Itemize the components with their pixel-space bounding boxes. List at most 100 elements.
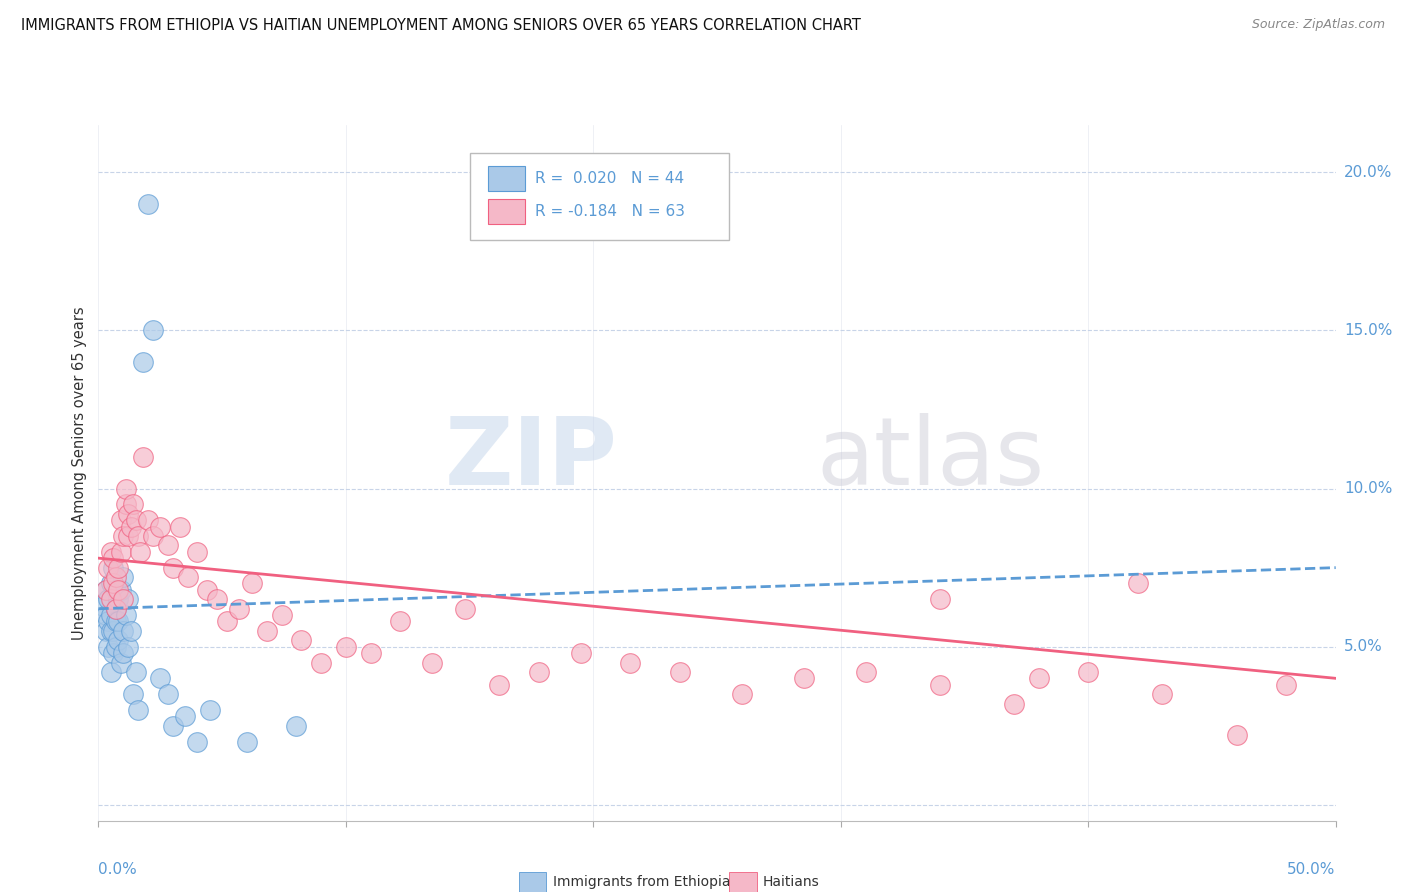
Point	[136, 197, 159, 211]
Point	[100, 545, 122, 559]
Point	[422, 656, 444, 670]
Point	[132, 450, 155, 464]
Text: R = -0.184   N = 63: R = -0.184 N = 63	[536, 203, 685, 219]
Point	[309, 656, 332, 670]
Y-axis label: Unemployment Among Seniors over 65 years: Unemployment Among Seniors over 65 years	[72, 306, 87, 640]
Text: 0.0%: 0.0%	[98, 863, 138, 878]
Bar	[730, 872, 756, 892]
Point	[122, 497, 145, 511]
Point	[97, 592, 120, 607]
Text: Source: ZipAtlas.com: Source: ZipAtlas.com	[1251, 18, 1385, 31]
Point	[228, 601, 250, 615]
Point	[100, 624, 122, 638]
Point	[94, 624, 117, 638]
Point	[97, 640, 120, 654]
Point	[112, 624, 135, 638]
Point	[205, 592, 228, 607]
Text: 20.0%: 20.0%	[1344, 165, 1392, 180]
Point	[93, 599, 115, 613]
Point	[103, 551, 125, 566]
Point	[97, 615, 120, 629]
Point	[256, 624, 278, 638]
Point	[103, 560, 125, 574]
Point	[122, 687, 145, 701]
Point	[129, 545, 152, 559]
Point	[114, 482, 136, 496]
Point	[104, 601, 127, 615]
Point	[162, 719, 184, 733]
Point	[100, 592, 122, 607]
Point	[112, 646, 135, 660]
Point	[112, 529, 135, 543]
Text: 5.0%: 5.0%	[1344, 640, 1382, 654]
Point	[1077, 665, 1099, 679]
Point	[107, 560, 129, 574]
Text: atlas: atlas	[815, 413, 1045, 505]
Point	[928, 592, 950, 607]
Point	[107, 582, 129, 597]
Point	[389, 615, 412, 629]
Point	[97, 560, 120, 574]
Point	[156, 687, 179, 701]
Point	[107, 615, 129, 629]
Point	[195, 582, 218, 597]
Point	[240, 576, 263, 591]
Text: 50.0%: 50.0%	[1288, 863, 1336, 878]
Point	[198, 703, 221, 717]
Point	[117, 507, 139, 521]
Point	[928, 678, 950, 692]
Point	[1002, 697, 1025, 711]
Point	[1152, 687, 1174, 701]
Point	[104, 582, 127, 597]
Text: 15.0%: 15.0%	[1344, 323, 1392, 338]
Point	[94, 582, 117, 597]
Point	[174, 709, 197, 723]
Point	[527, 665, 550, 679]
Point	[104, 615, 127, 629]
Point	[1028, 671, 1050, 685]
Point	[186, 734, 208, 748]
Point	[124, 513, 146, 527]
Point	[103, 646, 125, 660]
Point	[104, 601, 127, 615]
Point	[360, 646, 382, 660]
Text: IMMIGRANTS FROM ETHIOPIA VS HAITIAN UNEMPLOYMENT AMONG SENIORS OVER 65 YEARS COR: IMMIGRANTS FROM ETHIOPIA VS HAITIAN UNEM…	[21, 18, 860, 33]
Point	[217, 615, 239, 629]
Point	[142, 529, 165, 543]
Point	[569, 646, 592, 660]
Point	[236, 734, 259, 748]
Point	[117, 592, 139, 607]
Point	[117, 640, 139, 654]
Point	[855, 665, 877, 679]
Point	[1126, 576, 1149, 591]
Point	[285, 719, 308, 733]
Bar	[519, 872, 547, 892]
Point	[120, 624, 142, 638]
Point	[112, 592, 135, 607]
Point	[127, 529, 149, 543]
Point	[169, 519, 191, 533]
Text: ZIP: ZIP	[446, 413, 619, 505]
Point	[107, 633, 129, 648]
Point	[453, 601, 475, 615]
Point	[335, 640, 357, 654]
Point	[488, 678, 510, 692]
Point	[290, 633, 312, 648]
Point	[114, 497, 136, 511]
Point	[104, 570, 127, 584]
Point	[94, 608, 117, 623]
Point	[149, 671, 172, 685]
FancyBboxPatch shape	[470, 153, 730, 240]
Point	[124, 665, 146, 679]
Point	[110, 545, 132, 559]
Text: Immigrants from Ethiopia: Immigrants from Ethiopia	[553, 875, 730, 888]
Point	[112, 570, 135, 584]
Point	[107, 592, 129, 607]
Point	[110, 656, 132, 670]
Point	[731, 687, 754, 701]
Point	[142, 323, 165, 337]
Point	[1275, 678, 1298, 692]
Point	[100, 665, 122, 679]
Point	[136, 513, 159, 527]
Point	[669, 665, 692, 679]
